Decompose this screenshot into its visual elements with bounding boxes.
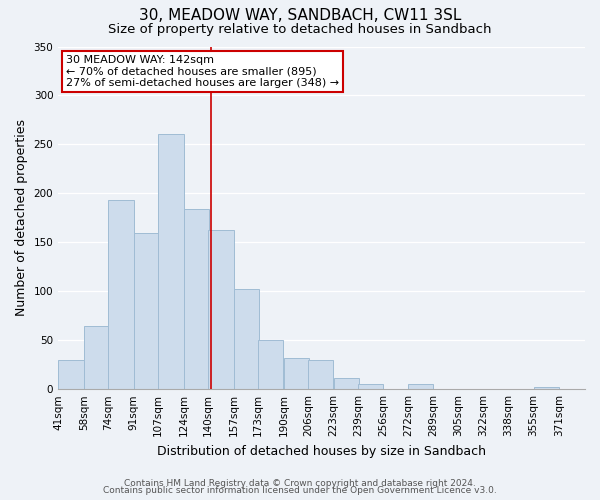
Text: 30 MEADOW WAY: 142sqm
← 70% of detached houses are smaller (895)
27% of semi-det: 30 MEADOW WAY: 142sqm ← 70% of detached … (66, 55, 339, 88)
Bar (358, 384, 383, 389)
Text: 30, MEADOW WAY, SANDBACH, CW11 3SL: 30, MEADOW WAY, SANDBACH, CW11 3SL (139, 8, 461, 22)
Text: Contains public sector information licensed under the Open Government Licence v3: Contains public sector information licen… (103, 486, 497, 495)
Y-axis label: Number of detached properties: Number of detached properties (15, 120, 28, 316)
Bar (109, 200, 134, 389)
Bar (534, 387, 559, 389)
Bar (284, 358, 309, 389)
Bar (58, 360, 83, 389)
Bar (134, 232, 160, 389)
Bar (208, 230, 233, 389)
Bar (408, 384, 433, 389)
Bar (308, 360, 334, 389)
Text: Size of property relative to detached houses in Sandbach: Size of property relative to detached ho… (108, 22, 492, 36)
Bar (84, 326, 109, 389)
Bar (184, 209, 209, 389)
Bar (334, 378, 359, 389)
Bar (234, 290, 259, 389)
Bar (158, 134, 184, 389)
Text: Contains HM Land Registry data © Crown copyright and database right 2024.: Contains HM Land Registry data © Crown c… (124, 478, 476, 488)
Bar (258, 340, 283, 389)
X-axis label: Distribution of detached houses by size in Sandbach: Distribution of detached houses by size … (157, 444, 486, 458)
